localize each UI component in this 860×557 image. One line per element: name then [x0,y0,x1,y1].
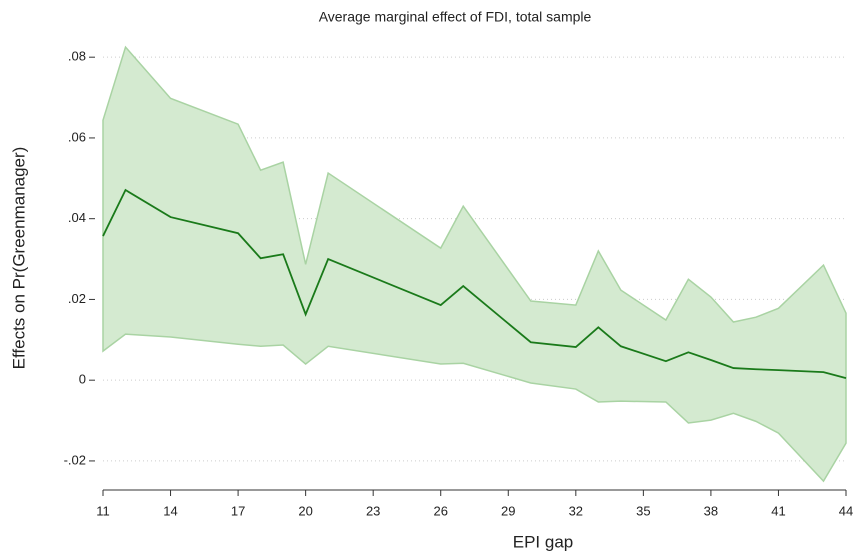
x-tick-label: 17 [231,503,245,518]
x-axis-label: EPI gap [513,532,574,551]
effect-line [102,188,847,380]
x-tick-label: 14 [163,503,177,518]
y-axis-label: Effects on Pr(Greenmanager) [9,147,28,370]
x-tick-label: 11 [96,503,110,518]
x-tick-label: 26 [433,503,447,518]
confidence-band [102,45,847,483]
x-tick-label: 23 [366,503,380,518]
x-tick-label: 41 [771,503,785,518]
x-tick-label: 35 [636,503,650,518]
y-tick-label: .02 [68,291,86,306]
y-tick-label: 0 [79,372,86,387]
x-tick-label: 44 [839,503,853,518]
x-tick-label: 32 [569,503,583,518]
y-tick-label: .08 [68,49,86,64]
chart-title: Average marginal effect of FDI, total sa… [319,9,592,25]
x-tick-label: 38 [704,503,718,518]
y-tick-label: -.02 [64,452,86,467]
y-tick-label: .04 [68,210,86,225]
x-tick-label: 29 [501,503,515,518]
y-tick-label: .06 [68,129,86,144]
x-tick-label: 20 [298,503,312,518]
